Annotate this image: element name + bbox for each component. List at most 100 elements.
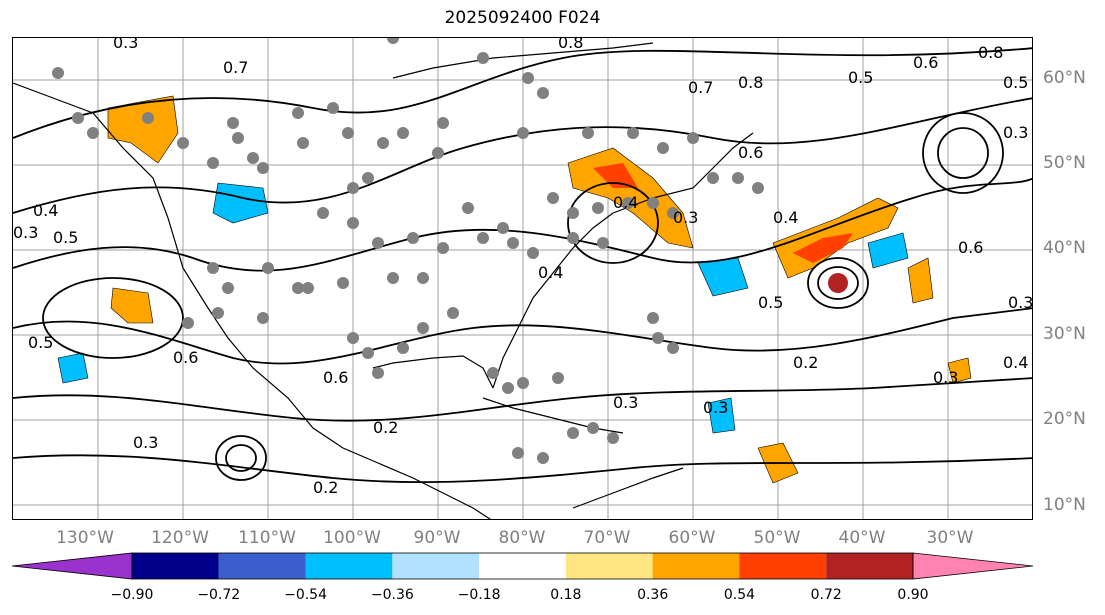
station-dot bbox=[487, 367, 499, 379]
colorbar-tick-label: −0.54 bbox=[284, 587, 327, 603]
station-dot bbox=[647, 197, 659, 209]
station-dot bbox=[567, 207, 579, 219]
station-dot bbox=[232, 132, 244, 144]
station-dot bbox=[732, 172, 744, 184]
lon-label: 120°W bbox=[151, 528, 209, 548]
contour-label: 0.3 bbox=[113, 38, 138, 52]
colorbar-bin bbox=[392, 553, 480, 579]
coastlines bbox=[13, 42, 754, 519]
station-dot bbox=[597, 237, 609, 249]
colorbar-bin bbox=[305, 553, 393, 579]
contour-label: 0.7 bbox=[688, 78, 713, 97]
lon-label: 50°W bbox=[753, 528, 801, 548]
station-dot bbox=[297, 137, 309, 149]
station-dot bbox=[477, 52, 489, 64]
colorbar-min-extension bbox=[11, 552, 133, 580]
station-dot bbox=[227, 117, 239, 129]
contour-label: 0.4 bbox=[33, 201, 58, 220]
station-dot bbox=[497, 222, 509, 234]
lat-label: 10°N bbox=[1043, 495, 1086, 515]
contour-label: 0.3 bbox=[613, 393, 638, 412]
station-dot bbox=[667, 207, 679, 219]
station-dot bbox=[257, 312, 269, 324]
station-dot bbox=[657, 142, 669, 154]
contour-label: 0.4 bbox=[1003, 353, 1028, 372]
station-dot bbox=[547, 192, 559, 204]
station-dot bbox=[387, 272, 399, 284]
contour-label: 0.4 bbox=[538, 263, 563, 282]
colorbar-bin bbox=[132, 553, 219, 579]
contour-label: 0.3 bbox=[1003, 123, 1028, 142]
colorbar-tick-label: −0.72 bbox=[197, 587, 241, 603]
colorbar-bin bbox=[565, 553, 653, 579]
contour-label: 0.6 bbox=[323, 368, 348, 387]
station-dot bbox=[462, 202, 474, 214]
station-dot bbox=[582, 127, 594, 139]
station-dot bbox=[502, 382, 514, 394]
lon-label: 60°W bbox=[668, 528, 716, 548]
contour-label: 0.8 bbox=[558, 38, 583, 52]
station-dot bbox=[707, 172, 719, 184]
station-dot bbox=[257, 162, 269, 174]
station-dot bbox=[607, 432, 619, 444]
station-dot bbox=[627, 127, 639, 139]
station-dot bbox=[592, 202, 604, 214]
colorbar-tick-label: 0.36 bbox=[637, 587, 669, 603]
station-dot bbox=[347, 217, 359, 229]
station-dot bbox=[222, 282, 234, 294]
station-dot bbox=[182, 317, 194, 329]
station-dot bbox=[397, 127, 409, 139]
colorbar-bin bbox=[218, 553, 306, 579]
positive-anomaly-area bbox=[107, 95, 179, 164]
station-dot bbox=[517, 377, 529, 389]
station-dot bbox=[752, 182, 764, 194]
station-dot bbox=[417, 322, 429, 334]
lat-label: 20°N bbox=[1043, 409, 1086, 429]
colorbar-bin bbox=[739, 553, 827, 579]
station-dot bbox=[177, 137, 189, 149]
station-dot bbox=[587, 422, 599, 434]
contour-label: 0.3 bbox=[1008, 293, 1033, 312]
station-dot bbox=[652, 332, 664, 344]
lat-label: 40°N bbox=[1043, 238, 1086, 258]
contour-label: 0.5 bbox=[53, 228, 78, 247]
contour-label: 0.3 bbox=[933, 368, 958, 387]
station-dot bbox=[407, 232, 419, 244]
contour-label: 0.6 bbox=[958, 238, 983, 257]
contour-label-layer: 0.30.70.80.7 0.8 0.50.60.80.50.40.50.40.60… bbox=[13, 38, 1033, 497]
contour-label: 0.5 bbox=[28, 333, 53, 352]
station-dot bbox=[647, 312, 659, 324]
colorbar-tick-label: 0.72 bbox=[810, 587, 842, 603]
colorbar-max-extension bbox=[912, 552, 1034, 580]
map-canvas: 0.30.70.80.7 0.8 0.50.60.80.50.40.50.40.60… bbox=[13, 38, 1033, 519]
station-dot bbox=[687, 132, 699, 144]
station-dot bbox=[262, 262, 274, 274]
lon-label: 30°W bbox=[926, 528, 974, 548]
lon-label: 90°W bbox=[413, 528, 461, 548]
station-dot bbox=[212, 307, 224, 319]
station-dot bbox=[437, 242, 449, 254]
colorbar-tick-label: 0.90 bbox=[897, 587, 929, 603]
contour-label: 0.3 bbox=[673, 208, 698, 227]
station-dot bbox=[362, 347, 374, 359]
station-dot bbox=[377, 137, 389, 149]
negative-anomaly-area bbox=[707, 397, 736, 434]
station-dot bbox=[397, 342, 409, 354]
contour-label: 0.4 bbox=[773, 208, 798, 227]
strong-positive-area bbox=[793, 233, 853, 263]
station-dot bbox=[207, 262, 219, 274]
station-dot bbox=[292, 107, 304, 119]
positive-anomaly-area bbox=[110, 287, 154, 324]
contour-label: 0.2 bbox=[313, 478, 338, 497]
chart-title: 2025092400 F024 bbox=[444, 8, 601, 28]
lat-label: 30°N bbox=[1043, 324, 1086, 344]
negative-anomaly-area bbox=[57, 352, 89, 384]
colorbar-bin bbox=[826, 553, 913, 579]
contour-label: 0.2 bbox=[793, 353, 818, 372]
station-dot bbox=[247, 152, 259, 164]
station-dot bbox=[667, 342, 679, 354]
station-dot bbox=[512, 447, 524, 459]
contour-label: 0.5 bbox=[758, 293, 783, 312]
contour-label: 0.3 bbox=[703, 398, 728, 417]
contour-label: 0.5 bbox=[1003, 73, 1028, 92]
